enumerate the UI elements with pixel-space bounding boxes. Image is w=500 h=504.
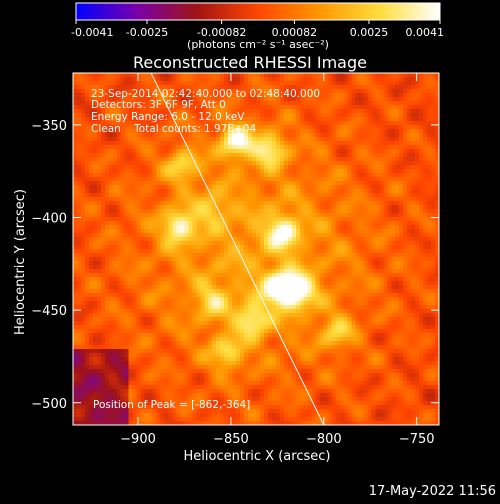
y-axis-label: Heliocentric Y (arcsec) [13,189,28,335]
colorbar-ticks: -0.0041 -0.0025 -0.00082 0.00082 0.0025 0.004… [71,20,444,39]
info-energy-range: Energy Range: 6.0 - 12.0 keV [91,111,245,123]
y-tick-label: −400 [31,212,67,227]
info-annotations: 23-Sep-2014 02:42:40.000 to 02:48:40.000… [91,88,320,411]
colorbar: -0.0041 -0.0025 -0.00082 0.00082 0.0025 0.004… [71,2,444,51]
x-axis-label: Heliocentric X (arcsec) [184,449,331,464]
y-tick-label: −350 [31,119,67,134]
axis-ticks: −900 −850 −800 −750 −500 −450 −400 −350 [31,73,439,447]
chart-title: Reconstructed RHESSI Image [133,53,367,72]
colorbar-units: (photons cm⁻² s⁻¹ asec⁻²) [187,38,329,51]
colorbar-tick-label: -0.00082 [197,26,246,39]
colorbar-tick-label: -0.0041 [71,26,113,39]
colorbar-tick-label: 0.0041 [406,26,445,39]
info-time-range: 23-Sep-2014 02:42:40.000 to 02:48:40.000 [91,88,320,100]
image-area [73,73,439,425]
x-tick-label: −850 [213,432,249,447]
colorbar-tick-label: -0.0025 [126,26,168,39]
colorbar-gradient [75,2,441,21]
plot-timestamp: 17-May-2022 11:56 [369,484,496,499]
y-tick-label: −500 [31,397,67,412]
y-tick-label: −450 [31,304,67,319]
x-tick-label: −900 [120,432,156,447]
colorbar-tick-label: 0.0025 [350,26,389,39]
heatmap-image [73,73,439,425]
info-detectors: Detectors: 3F 6F 9F, Att 0 [91,99,226,111]
solar-limb-line [150,73,325,425]
colorbar-tick-label: 0.00082 [272,26,318,39]
peak-position: Position of Peak = [-862,-364] [93,399,250,411]
plot-frame [72,72,440,426]
x-tick-label: −800 [306,432,342,447]
x-tick-label: −750 [399,432,435,447]
info-total-counts: Clean Total counts: 1.97E+04 [91,123,256,135]
